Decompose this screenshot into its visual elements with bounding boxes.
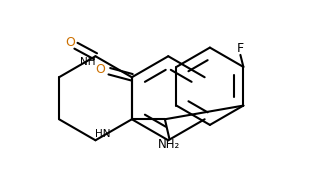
Text: NH₂: NH₂ (158, 138, 180, 151)
Text: O: O (65, 36, 75, 49)
Text: NH: NH (80, 57, 95, 67)
Text: HN: HN (95, 129, 111, 139)
Text: F: F (237, 42, 244, 55)
Text: O: O (95, 63, 105, 76)
